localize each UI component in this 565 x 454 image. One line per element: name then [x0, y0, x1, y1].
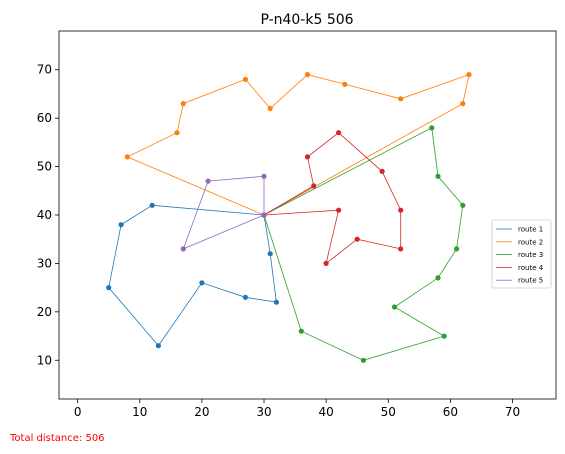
route-point	[441, 333, 447, 339]
y-axis: 10 20 30 40 50 60 70	[37, 63, 59, 367]
route-point	[298, 328, 304, 334]
route-point	[106, 285, 112, 291]
x-tick-label: 40	[318, 405, 333, 419]
x-tick-label: 70	[505, 405, 520, 419]
y-tick-label: 70	[37, 63, 52, 77]
route-point	[435, 173, 441, 179]
y-tick-label: 20	[37, 305, 52, 319]
route-point	[273, 299, 279, 305]
route-point	[391, 304, 398, 310]
legend-entry: route 3	[518, 251, 543, 259]
route-point	[311, 183, 317, 189]
route-point	[466, 72, 472, 78]
route-line	[182, 175, 265, 250]
route-line	[263, 132, 402, 265]
route-point	[354, 236, 360, 242]
route-point	[180, 246, 186, 252]
route-point	[304, 154, 311, 160]
y-tick-label: 60	[37, 111, 52, 125]
route-point	[174, 130, 180, 136]
route-point	[155, 343, 161, 349]
route-point	[149, 202, 155, 208]
route-point	[398, 207, 404, 213]
legend-box	[491, 219, 552, 289]
route-point	[242, 76, 248, 82]
route-point	[360, 357, 366, 363]
route-point	[429, 125, 435, 131]
legend-entry: route 5	[518, 277, 543, 285]
series-route-4	[261, 130, 404, 266]
route-point	[118, 222, 124, 228]
route-point	[124, 154, 130, 160]
route-point	[398, 96, 404, 102]
route-line	[108, 204, 277, 347]
route-point	[398, 246, 404, 252]
x-tick-label: 60	[443, 405, 458, 419]
route-point	[242, 294, 248, 300]
legend-entry: route 1	[518, 226, 543, 234]
total-distance-label: Total distance: 506	[10, 433, 105, 444]
y-tick-label: 50	[37, 160, 52, 174]
route-point	[454, 246, 460, 252]
route-point	[304, 72, 311, 78]
route-point	[435, 275, 441, 281]
series-route-5	[180, 173, 267, 252]
route-point	[379, 168, 385, 174]
route-point	[180, 101, 186, 107]
route-point	[205, 178, 211, 184]
route-point	[199, 280, 205, 286]
legend-entry: route 2	[518, 238, 543, 246]
route-point	[267, 251, 273, 257]
series-layer	[106, 72, 472, 363]
x-tick-label: 50	[381, 405, 396, 419]
chart-title: P-n40-k5 506	[260, 12, 353, 28]
route-point	[342, 81, 348, 87]
route-point	[460, 202, 466, 208]
x-tick-label: 10	[132, 405, 147, 419]
route-point	[336, 130, 342, 136]
route-line	[263, 127, 464, 361]
y-tick-label: 40	[37, 208, 52, 222]
y-tick-label: 30	[37, 256, 52, 270]
y-tick-label: 10	[37, 353, 52, 367]
x-axis: 0 10 20 30 40 50 60 70	[74, 399, 520, 419]
x-tick-label: 30	[256, 405, 271, 419]
route-point	[460, 101, 466, 107]
x-tick-label: 20	[194, 405, 209, 419]
legend: route 1 route 2 route 3 route 4 route 5	[491, 219, 552, 289]
legend-entry: route 4	[518, 264, 544, 272]
series-route-2	[124, 72, 472, 218]
route-point	[336, 207, 342, 213]
route-point	[261, 212, 267, 218]
route-point	[323, 260, 329, 266]
axes-frame	[58, 30, 557, 400]
route-point	[267, 105, 273, 112]
route-line	[126, 73, 470, 216]
x-tick-label: 0	[74, 405, 82, 419]
route-point	[261, 173, 267, 179]
series-route-3	[261, 125, 466, 363]
